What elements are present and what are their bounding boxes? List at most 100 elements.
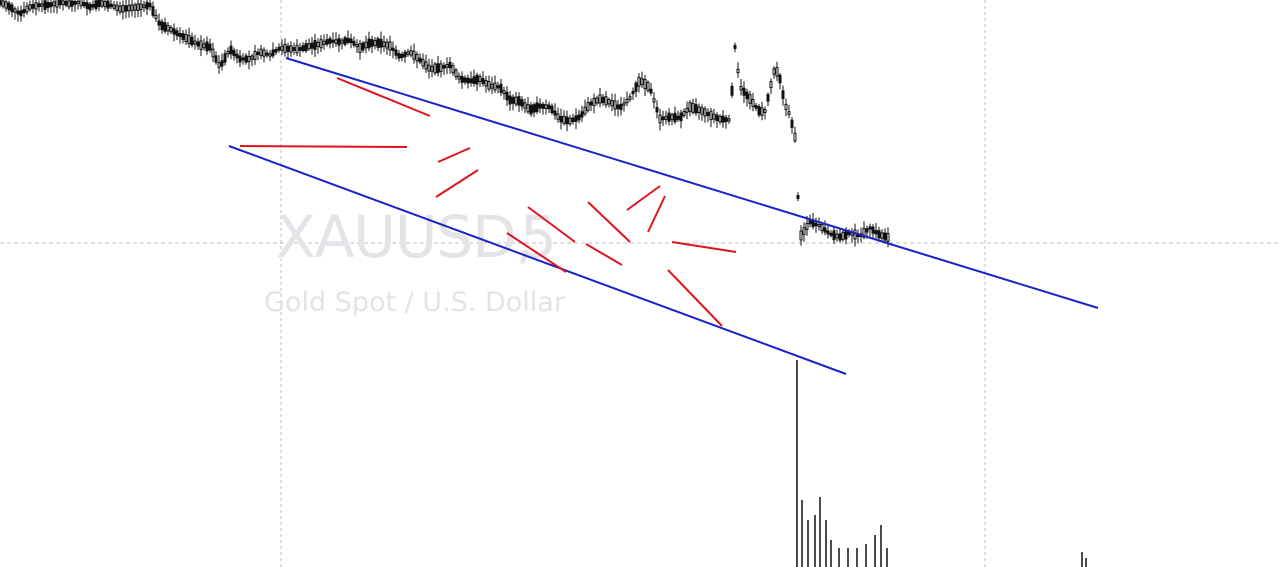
candle-body <box>403 51 407 58</box>
candle-body <box>217 62 221 68</box>
pattern-line[interactable] <box>435 169 479 198</box>
candle-body <box>802 227 806 235</box>
candle-body <box>751 98 755 107</box>
candle-body <box>115 4 119 11</box>
candle-body <box>292 47 296 51</box>
candle-body <box>667 112 671 122</box>
candle-body <box>184 33 188 43</box>
candle-body <box>868 226 872 230</box>
pattern-line[interactable] <box>336 77 431 117</box>
candle-body <box>109 3 113 8</box>
candle-body <box>841 231 845 240</box>
candle-body <box>703 108 707 117</box>
candle-body <box>757 106 761 116</box>
candle-body <box>715 114 719 122</box>
candle-body <box>202 43 206 49</box>
candle-body <box>589 101 593 106</box>
pattern-line[interactable] <box>667 269 723 327</box>
candle-body <box>469 78 473 84</box>
pattern-line[interactable] <box>239 145 408 148</box>
candle-body <box>874 230 878 235</box>
candle-body <box>571 117 575 123</box>
candle-body <box>574 115 578 122</box>
candle-body <box>670 114 674 121</box>
candle-body <box>625 98 629 104</box>
candle-body <box>1 0 5 7</box>
candle-body <box>130 4 134 12</box>
candle-body <box>553 110 557 116</box>
candle-body <box>706 112 710 116</box>
candle-body <box>409 50 413 56</box>
candle-body <box>862 227 866 238</box>
candle-body <box>40 3 44 7</box>
candle-body <box>457 75 461 80</box>
candle-body <box>271 49 275 57</box>
candle-body <box>94 0 98 9</box>
candle-body <box>634 82 638 92</box>
candle-body <box>451 65 455 74</box>
candle-body <box>229 45 233 55</box>
candle-body <box>775 66 779 77</box>
candle-body <box>544 104 548 109</box>
candle-body <box>211 48 215 58</box>
pattern-line[interactable] <box>626 185 661 211</box>
candle-body <box>883 232 887 241</box>
candle-body <box>277 46 281 51</box>
candle-body <box>694 104 698 114</box>
candle-body <box>637 76 641 87</box>
candle-body <box>76 0 80 4</box>
candle-body <box>373 40 377 46</box>
candle-body <box>13 8 17 13</box>
candle-body <box>262 49 266 57</box>
pattern-line[interactable] <box>647 195 666 233</box>
candle-body <box>358 43 362 53</box>
pattern-line[interactable] <box>506 232 567 273</box>
candlestick-series <box>0 0 1087 567</box>
candle-body <box>220 60 224 67</box>
candle-body <box>415 53 419 62</box>
candle-body <box>133 4 137 11</box>
pattern-line[interactable] <box>671 241 737 253</box>
pattern-lines <box>239 77 737 327</box>
candle-body <box>298 47 302 51</box>
candle-body <box>370 39 374 47</box>
candle-body <box>349 38 353 44</box>
candle-body <box>97 0 101 8</box>
candle-body <box>418 57 422 63</box>
channel-upper-line[interactable] <box>285 57 1099 309</box>
candle-body <box>799 230 803 241</box>
candle-body <box>712 113 716 120</box>
candle-body <box>664 115 668 120</box>
candle-body <box>580 111 584 118</box>
candle-body <box>490 83 494 89</box>
candle-body <box>205 41 209 52</box>
candle-body <box>31 4 35 9</box>
candle-body <box>148 2 152 8</box>
pattern-line[interactable] <box>587 201 631 243</box>
channel-lower-line[interactable] <box>228 145 847 375</box>
candle-body <box>445 63 449 68</box>
candle-body <box>760 107 764 116</box>
candle-body <box>502 90 506 95</box>
pattern-line[interactable] <box>585 243 623 266</box>
candle-body <box>559 116 563 123</box>
candle-body <box>46 1 50 9</box>
candle-body <box>160 21 164 31</box>
pattern-line[interactable] <box>527 206 576 243</box>
pattern-line[interactable] <box>437 147 471 163</box>
watermark-symbol: XAUUSD, <box>276 203 533 271</box>
candle-body <box>283 43 287 54</box>
candle-body <box>511 96 515 104</box>
candle-body <box>340 39 344 44</box>
candle-body <box>247 55 251 63</box>
candle-body <box>613 100 617 110</box>
candle-body <box>88 3 92 11</box>
candle-body <box>805 223 809 230</box>
candle-body <box>121 4 125 13</box>
candle-body <box>70 0 74 7</box>
candle-body <box>388 41 392 51</box>
candle-body <box>487 81 491 90</box>
candle-body <box>688 102 692 112</box>
